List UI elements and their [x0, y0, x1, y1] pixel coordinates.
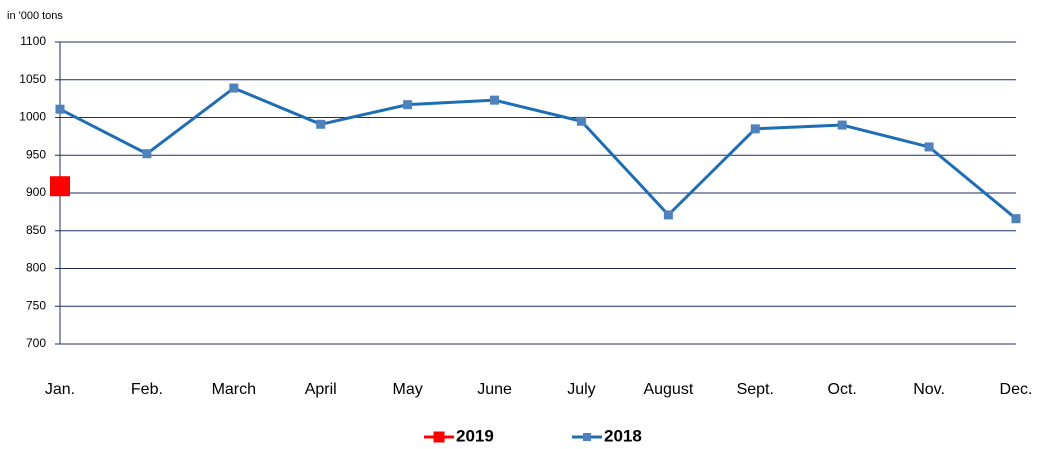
x-tick-label: Nov. [913, 381, 945, 398]
x-tick-label: Sept. [737, 381, 774, 398]
x-tick-label: April [305, 381, 337, 398]
marker [750, 124, 760, 134]
marker [490, 95, 500, 105]
marker [55, 104, 65, 114]
x-tick-label: Feb. [131, 381, 163, 398]
marker [1011, 214, 1021, 224]
x-tick-label: June [477, 381, 512, 398]
y-tick-label: 700 [26, 336, 46, 350]
y-tick-label: 1100 [20, 34, 46, 48]
marker [316, 119, 326, 129]
x-tick-label: May [393, 381, 423, 398]
x-tick-label: March [212, 381, 256, 398]
y-tick-label: 750 [26, 298, 46, 312]
marker [142, 149, 152, 159]
legend-marker [433, 431, 445, 443]
legend-marker [583, 433, 591, 441]
marker [924, 142, 934, 152]
x-tick-label: Dec. [1000, 381, 1033, 398]
y-tick-label: 1000 [19, 110, 46, 124]
x-tick-label: Jan. [45, 381, 75, 398]
legend-label: 2018 [604, 426, 642, 445]
x-tick-label: July [567, 381, 595, 398]
y-tick-label: 900 [26, 185, 46, 199]
marker [837, 120, 847, 130]
marker [403, 100, 413, 110]
x-tick-label: August [643, 381, 693, 398]
marker [50, 176, 70, 197]
marker [229, 83, 239, 93]
series-line [59, 86, 1017, 220]
y-unit-label: in '000 tons [7, 10, 63, 22]
y-tick-label: 1050 [19, 72, 46, 86]
x-tick-label: Oct. [828, 381, 857, 398]
marker [663, 210, 673, 220]
y-tick-label: 800 [26, 261, 46, 275]
marker [576, 116, 586, 126]
y-tick-label: 850 [26, 223, 46, 237]
legend-label: 2019 [456, 426, 494, 445]
y-tick-label: 950 [26, 147, 46, 161]
